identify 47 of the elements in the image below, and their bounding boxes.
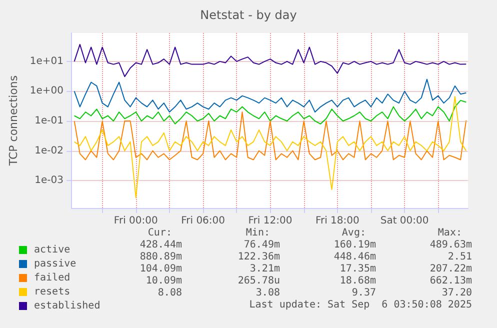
x-tick-label: Fri 18:00 (315, 216, 360, 226)
text: 160.19m (334, 240, 376, 250)
x-tick-label: Fri 06:00 (181, 216, 226, 226)
x-tick-label: Fri 12:00 (248, 216, 292, 226)
text: 8.08 (158, 288, 182, 298)
text: 207.22m (430, 264, 472, 274)
legend-label: active (34, 244, 70, 256)
text: 428.44m (140, 240, 182, 250)
x-tick-label: Fri 00:00 (114, 216, 158, 226)
text: 104.09m (140, 264, 182, 274)
text: Avg: (342, 228, 366, 238)
text: 18.68m (340, 276, 376, 286)
legend-label: failed (34, 272, 70, 284)
legend-label: passive (34, 258, 76, 270)
x-tick-label: Sat 00:00 (380, 216, 429, 226)
text: 2.51 (448, 252, 472, 262)
line-series (74, 44, 467, 78)
line-series (74, 96, 467, 198)
y-tick-label: 1e-02 (34, 145, 64, 156)
text: Last update: Sat Sep 6 03:50:08 2025 (249, 300, 472, 310)
line-series (74, 100, 467, 124)
text: 489.63m (430, 240, 472, 250)
text: 37.20 (442, 288, 472, 298)
text: 17.35m (340, 264, 376, 274)
legend-label: established (34, 300, 100, 312)
y-tick-label: 1e-03 (34, 175, 64, 186)
line-series (74, 112, 467, 160)
text: 10.09m (146, 276, 182, 286)
text: 265.78u (238, 276, 280, 286)
y-axis-title: TCP connections (7, 75, 20, 167)
text: 662.13m (430, 276, 472, 286)
line-series (74, 78, 467, 113)
y-tick-label: 1e-01 (34, 116, 64, 126)
text: 3.21m (250, 264, 280, 274)
y-tick-label: 1e+01 (30, 56, 64, 67)
text: 9.37 (352, 288, 376, 298)
text: 122.36m (238, 252, 280, 262)
text: 880.89m (140, 252, 182, 262)
legend-label: resets (34, 286, 70, 298)
text: 3.08 (256, 288, 280, 298)
text: Cur: (148, 228, 172, 238)
text: Min: (246, 228, 270, 238)
text: Max: (438, 228, 462, 238)
chart-title: Netstat - by day (200, 8, 297, 22)
text: 76.49m (244, 240, 280, 250)
text: 448.46m (334, 252, 376, 262)
y-tick-label: 1e+00 (30, 86, 64, 97)
